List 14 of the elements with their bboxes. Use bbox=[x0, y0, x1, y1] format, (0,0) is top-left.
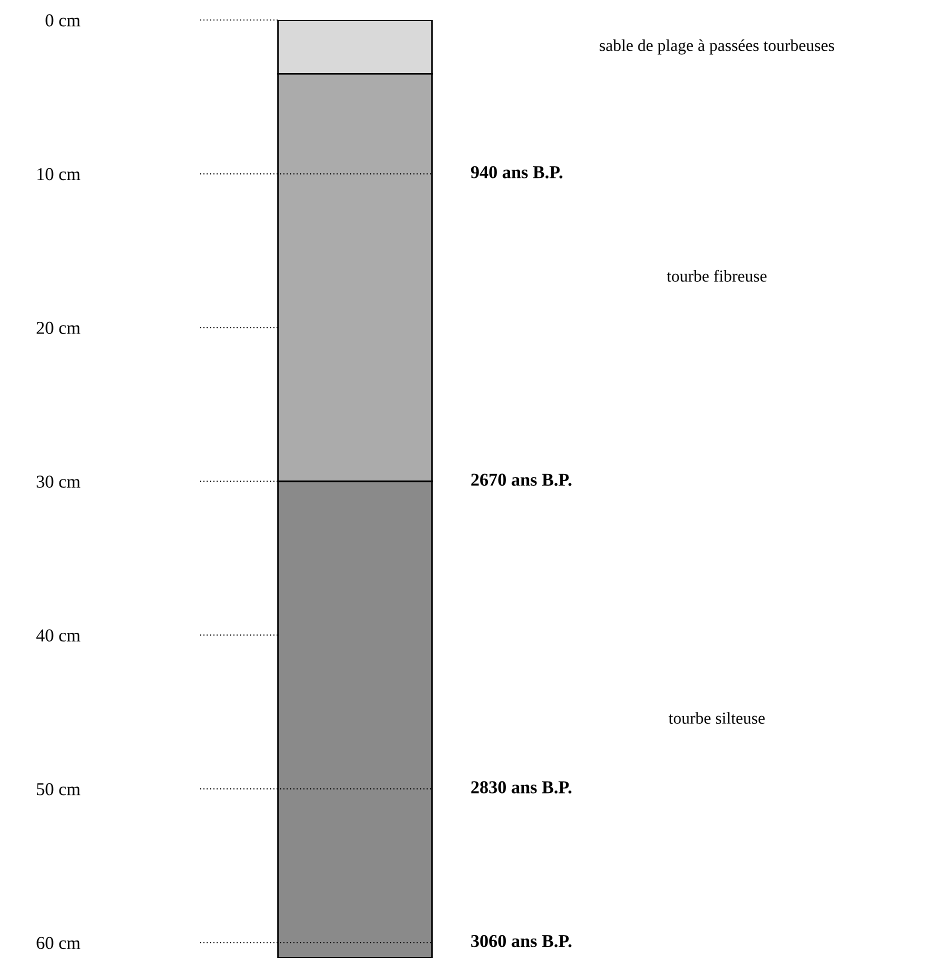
y-tick-label: 10 cm bbox=[38, 168, 80, 180]
ref-line-label: 3060 ans B.P. bbox=[471, 934, 572, 948]
ref-line-label: 940 ans B.P. bbox=[470, 166, 562, 178]
y-tick-label: 20 cm bbox=[36, 322, 80, 334]
y-tick-label: 30 cm bbox=[36, 476, 80, 488]
ref-line-label: 2830 ans B.P. bbox=[471, 781, 572, 794]
text: tourbe silteuse bbox=[668, 712, 765, 724]
y-tick-label: 0 cm bbox=[46, 14, 80, 26]
y-tick-label: 40 cm bbox=[36, 629, 80, 642]
text: sable de plage à passées tourbeuses bbox=[600, 39, 834, 54]
y-tick-label: 60 cm bbox=[36, 936, 80, 950]
text: tourbe fibreuse bbox=[666, 270, 767, 282]
y-tick-label: 50 cm bbox=[36, 783, 80, 796]
ref-line-label: 2670 ans B.P. bbox=[471, 474, 572, 486]
